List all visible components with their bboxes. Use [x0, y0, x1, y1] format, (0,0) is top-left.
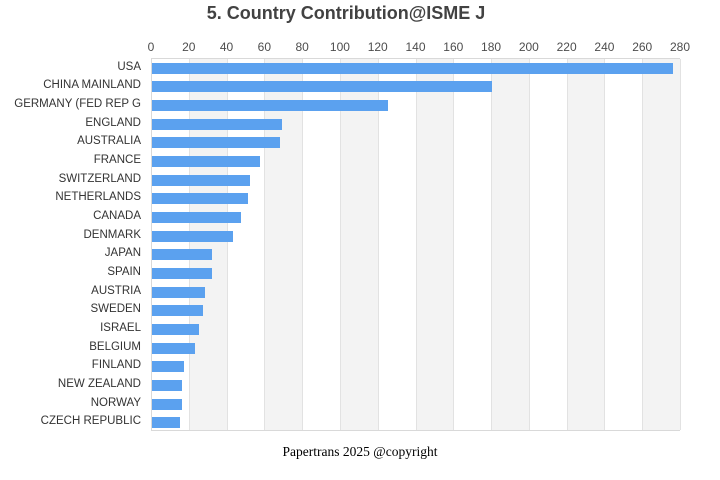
bar[interactable] — [152, 212, 241, 224]
x-axis-tick-label: 20 — [182, 40, 196, 54]
gridline — [377, 59, 379, 430]
y-axis-label: NORWAY — [90, 396, 141, 409]
split-area-band — [265, 59, 304, 430]
gridline — [339, 59, 341, 430]
split-area-band — [189, 59, 228, 430]
gridline — [680, 59, 681, 430]
y-axis-label: USA — [117, 60, 141, 73]
split-area-band — [643, 59, 681, 430]
y-axis-label: GERMANY (FED REP G — [14, 98, 141, 111]
bar[interactable] — [152, 361, 185, 373]
split-area-band — [492, 59, 530, 430]
x-axis-tick-label: 240 — [594, 40, 615, 54]
y-axis-label: SPAIN — [107, 265, 141, 278]
x-axis-tick-label: 180 — [481, 40, 502, 54]
bar[interactable] — [152, 137, 281, 149]
x-axis-tick-label: 200 — [518, 40, 539, 54]
y-axis-label: CANADA — [93, 210, 141, 223]
gridline — [528, 59, 530, 430]
gridline — [226, 59, 228, 430]
y-axis-label: FINLAND — [91, 359, 141, 372]
bar[interactable] — [152, 118, 283, 130]
gridline — [188, 59, 190, 430]
x-axis-tick-label: 220 — [556, 40, 577, 54]
bar[interactable] — [152, 305, 203, 317]
y-axis-label: ISRAEL — [100, 321, 141, 334]
gridline — [491, 59, 493, 430]
bar[interactable] — [152, 156, 260, 168]
footer-copyright: Papertrans 2025 @copyright — [282, 444, 438, 459]
split-area-band — [567, 59, 606, 430]
y-axis-label: FRANCE — [93, 154, 141, 167]
bar[interactable] — [152, 193, 249, 205]
bar[interactable] — [152, 323, 200, 335]
y-axis-label: AUSTRIA — [91, 284, 141, 297]
y-axis-label: CZECH REPUBLIC — [40, 415, 141, 428]
plot-area — [151, 58, 681, 431]
y-axis-label: DENMARK — [83, 228, 141, 241]
bar[interactable] — [152, 230, 234, 242]
bar[interactable] — [152, 398, 183, 410]
bar[interactable] — [152, 267, 213, 279]
gridline — [642, 59, 644, 430]
x-axis-tick-label: 160 — [443, 40, 464, 54]
bar[interactable] — [152, 342, 196, 354]
gridline — [264, 59, 266, 430]
bar[interactable] — [152, 249, 213, 261]
x-axis-tick-label: 0 — [147, 40, 155, 54]
x-axis-tick-label: 100 — [329, 40, 350, 54]
y-axis-label: AUSTRALIA — [77, 135, 141, 148]
bar[interactable] — [152, 81, 493, 93]
bar[interactable] — [152, 100, 389, 112]
y-axis-label: SWEDEN — [90, 303, 141, 316]
x-axis-tick-label: 60 — [257, 40, 272, 54]
gridline — [604, 59, 606, 430]
gridline — [566, 59, 568, 430]
y-axis-label: CHINA MAINLAND — [43, 79, 141, 92]
x-axis-tick-label: 120 — [367, 40, 388, 54]
y-axis-label: BELGIUM — [89, 340, 141, 353]
y-axis-label: NETHERLANDS — [55, 191, 141, 204]
x-axis-tick-label: 80 — [295, 40, 309, 54]
split-area-band — [416, 59, 455, 430]
split-area-band — [340, 59, 379, 430]
bar[interactable] — [152, 417, 181, 429]
x-axis-tick-label: 40 — [219, 40, 234, 54]
y-axis-label: JAPAN — [104, 247, 141, 260]
bar[interactable] — [152, 379, 183, 391]
x-axis-tick-label: 280 — [669, 40, 691, 54]
gridline — [453, 59, 455, 430]
gridline — [415, 59, 417, 430]
bar[interactable] — [152, 174, 251, 186]
bar[interactable] — [152, 286, 205, 298]
y-axis-label: NEW ZEALAND — [57, 377, 141, 390]
x-axis-tick-label: 260 — [632, 40, 653, 54]
y-axis-label: ENGLAND — [85, 116, 141, 129]
bar[interactable] — [152, 62, 674, 74]
x-axis-tick-label: 140 — [405, 40, 426, 54]
y-axis-label: SWITZERLAND — [58, 172, 141, 185]
chart-title: 5. Country Contribution@ISME J — [206, 3, 486, 23]
gridline — [302, 59, 304, 430]
